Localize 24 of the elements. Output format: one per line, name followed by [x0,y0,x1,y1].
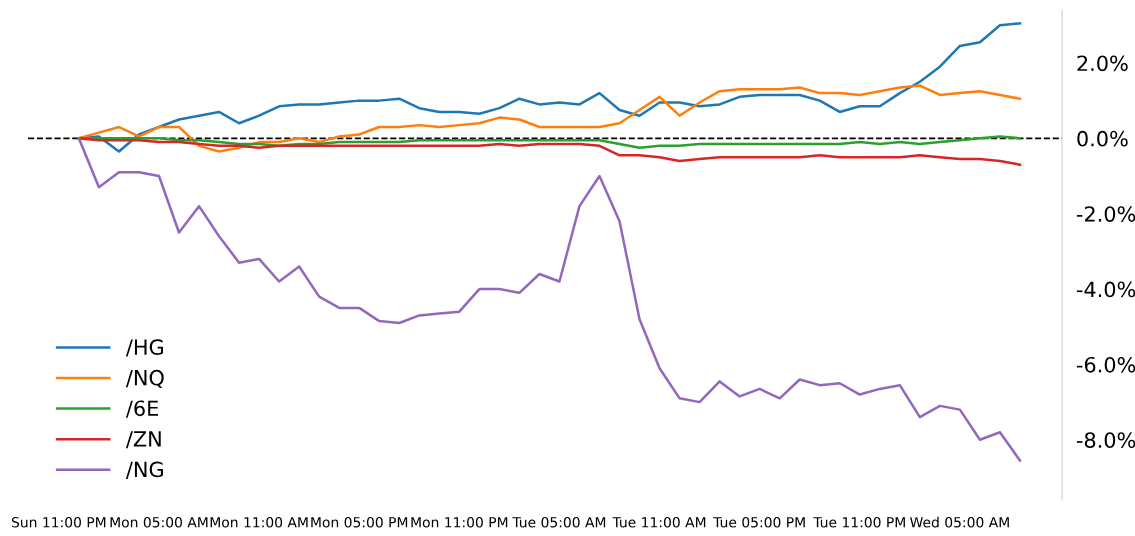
x-tick-label: Sun 11:00 PM [11,517,106,528]
line-series [77,84,1022,153]
legend-label: /HG [125,339,163,357]
x-tick-label: Mon 11:00 PM [411,517,508,528]
x-tick-label: Wed 05:00 AM [910,516,1009,528]
x-tick-label: Tue 11:00 PM [813,517,905,528]
x-tick-label: Mon 11:00 AM [210,517,308,528]
legend-label: /ZN [125,431,161,449]
line-series [77,137,1022,462]
line-series [77,137,1022,166]
legend-label: /NG [125,461,163,479]
x-tick-label: Tue 05:00 PM [713,517,805,528]
x-tick-label: Tue 05:00 AM [512,517,606,528]
y-tick-label: -4.0% [1076,281,1135,298]
x-tick-label: Tue 11:00 AM [612,517,706,528]
y-tick-label: 0.0% [1077,130,1128,147]
legend-label: /NQ [125,369,164,388]
x-tick-label: Mon 05:00 AM [110,517,208,528]
legend-label: /6E [125,400,158,418]
y-tick-label: -2.0% [1076,206,1135,222]
y-tick-label: -6.0% [1076,356,1135,373]
x-tick-label: Mon 05:00 PM [311,517,408,528]
y-tick-label: 2.0% [1077,55,1128,72]
y-tick-label: -8.0% [1076,432,1135,448]
